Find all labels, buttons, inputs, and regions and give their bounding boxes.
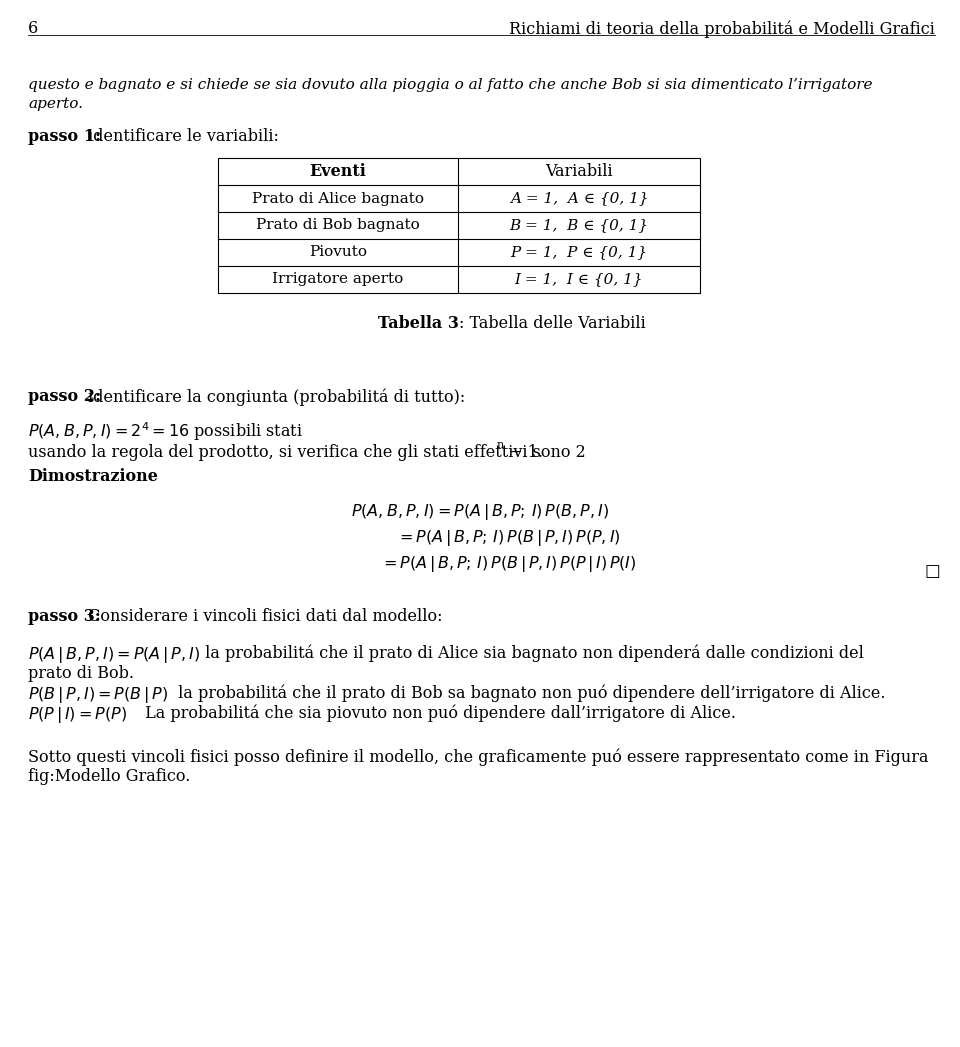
Text: identificare la congiunta (probabilitá di tutto):: identificare la congiunta (probabilitá d…	[83, 388, 466, 405]
Text: P = 1,  P ∈ {0, 1}: P = 1, P ∈ {0, 1}	[511, 245, 648, 260]
Text: Tabella 3: Tabella 3	[378, 315, 459, 332]
Text: $P(P\,|\,I) = P(P)$: $P(P\,|\,I) = P(P)$	[28, 705, 127, 725]
Text: Piovuto: Piovuto	[309, 245, 367, 260]
Text: B = 1,  B ∈ {0, 1}: B = 1, B ∈ {0, 1}	[510, 219, 649, 232]
Text: □: □	[924, 563, 940, 580]
Text: $= P(A\,|\,B, P;\,I)\,P(B\,|\,P, I)\,P(P, I)$: $= P(A\,|\,B, P;\,I)\,P(B\,|\,P, I)\,P(P…	[396, 528, 620, 548]
Text: A = 1,  A ∈ {0, 1}: A = 1, A ∈ {0, 1}	[510, 192, 648, 205]
Text: Prato di Bob bagnato: Prato di Bob bagnato	[256, 219, 420, 232]
Text: prato di Bob.: prato di Bob.	[28, 665, 134, 682]
Text: passo 3:: passo 3:	[28, 608, 101, 625]
Text: Irrigatore aperto: Irrigatore aperto	[273, 272, 403, 287]
Text: questo e bagnato e si chiede se sia dovuto alla pioggia o al fatto che anche Bob: questo e bagnato e si chiede se sia dovu…	[28, 77, 873, 92]
Text: passo 2:: passo 2:	[28, 388, 101, 405]
Text: Variabili: Variabili	[545, 163, 612, 180]
Text: Dimostrazione: Dimostrazione	[28, 468, 157, 485]
Text: Sotto questi vincoli fisici posso definire il modello, che graficamente puó esse: Sotto questi vincoli fisici posso defini…	[28, 748, 928, 765]
Text: $P(A\,|\,B, P, I) = P(A\,|\,P, I)$: $P(A\,|\,B, P, I) = P(A\,|\,P, I)$	[28, 645, 200, 665]
Text: la probabilitá che il prato di Bob sa bagnato non puó dipendere dell’irrigatore : la probabilitá che il prato di Bob sa ba…	[173, 685, 885, 703]
Text: 6: 6	[28, 20, 38, 37]
Text: La probabilitá che sia piovuto non puó dipendere dall’irrigatore di Alice.: La probabilitá che sia piovuto non puó d…	[140, 705, 736, 722]
Text: identificare le variabili:: identificare le variabili:	[83, 128, 278, 144]
Text: usando la regola del prodotto, si verifica che gli stati effettivi sono 2: usando la regola del prodotto, si verifi…	[28, 444, 586, 461]
Text: $P(B\,|\,P, I) = P(B\,|\,P)$: $P(B\,|\,P, I) = P(B\,|\,P)$	[28, 685, 168, 705]
Text: Richiami di teoria della probabilitá e Modelli Grafici: Richiami di teoria della probabilitá e M…	[509, 20, 935, 38]
Bar	[218, 158, 700, 293]
Text: Eventi: Eventi	[310, 163, 367, 180]
Text: Considerare i vincoli fisici dati dal modello:: Considerare i vincoli fisici dati dal mo…	[83, 608, 443, 625]
Text: fig:Modello Grafico.: fig:Modello Grafico.	[28, 768, 190, 785]
Text: $P(A, B, P, I) = 2^4 = 16$ possibili stati: $P(A, B, P, I) = 2^4 = 16$ possibili sta…	[28, 420, 303, 443]
Text: $= P(A\,|\,B, P;\,I)\,P(B\,|\,P, I)\,P(P\,|\,I)\,P(I)$: $= P(A\,|\,B, P;\,I)\,P(B\,|\,P, I)\,P(P…	[380, 554, 636, 574]
Text: passo 1:: passo 1:	[28, 128, 101, 144]
Text: I = 1,  I ∈ {0, 1}: I = 1, I ∈ {0, 1}	[515, 272, 643, 287]
Text: Prato di Alice bagnato: Prato di Alice bagnato	[252, 192, 424, 205]
Text: aperto.: aperto.	[28, 97, 83, 111]
Text: − 1.: − 1.	[504, 444, 542, 461]
Text: la probabilitá che il prato di Alice sia bagnato non dipenderá dalle condizioni : la probabilitá che il prato di Alice sia…	[200, 645, 864, 663]
Text: n: n	[496, 440, 504, 450]
Text: : Tabella delle Variabili: : Tabella delle Variabili	[459, 315, 646, 332]
Text: $P(A, B, P, I) = P(A\,|\,B, P;\,I)\,P(B, P, I)$: $P(A, B, P, I) = P(A\,|\,B, P;\,I)\,P(B,…	[351, 502, 609, 522]
